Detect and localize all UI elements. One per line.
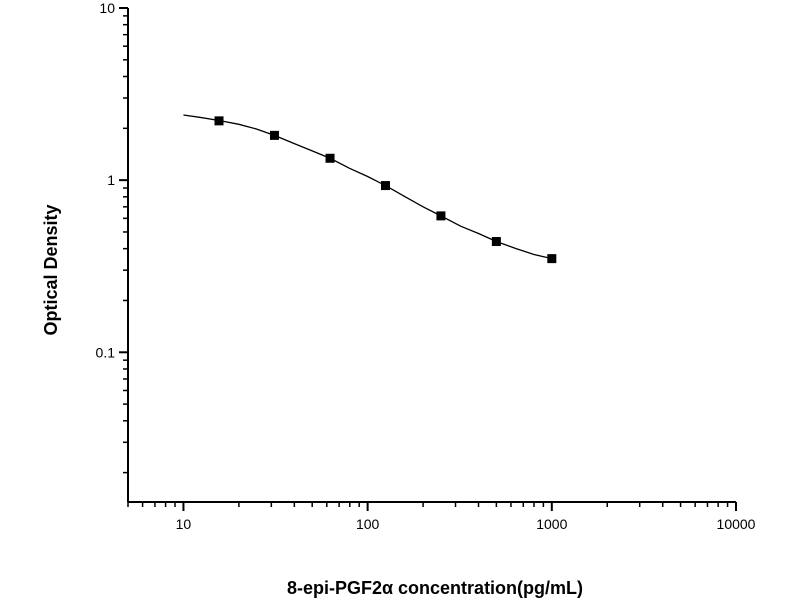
data-point xyxy=(547,254,557,264)
x-tick-label: 10 xyxy=(176,516,192,532)
x-tick-label: 10000 xyxy=(717,516,756,532)
y-tick-label: 1 xyxy=(107,172,115,188)
minor-ticks xyxy=(123,15,729,507)
data-points-layer xyxy=(214,116,557,264)
data-point xyxy=(269,130,279,140)
x-tick-label: 1000 xyxy=(536,516,567,532)
y-tick-label: 10 xyxy=(99,0,115,16)
fit-curve xyxy=(183,114,552,260)
data-point xyxy=(436,211,446,221)
data-point xyxy=(380,181,390,191)
x-tick-label: 100 xyxy=(356,516,380,532)
data-point xyxy=(491,237,501,247)
fit-curve-layer xyxy=(183,114,552,260)
axes xyxy=(127,8,736,503)
x-axis-title: 8-epi-PGF2α concentration(pg/mL) xyxy=(287,578,583,598)
tick-labels: 10 100 1000 10000 0.1 1 10 xyxy=(96,0,756,532)
data-point xyxy=(214,116,224,126)
y-tick-label: 0.1 xyxy=(96,344,116,360)
y-axis-title: Optical Density xyxy=(41,204,61,335)
major-ticks xyxy=(119,7,737,511)
data-point xyxy=(325,153,335,163)
